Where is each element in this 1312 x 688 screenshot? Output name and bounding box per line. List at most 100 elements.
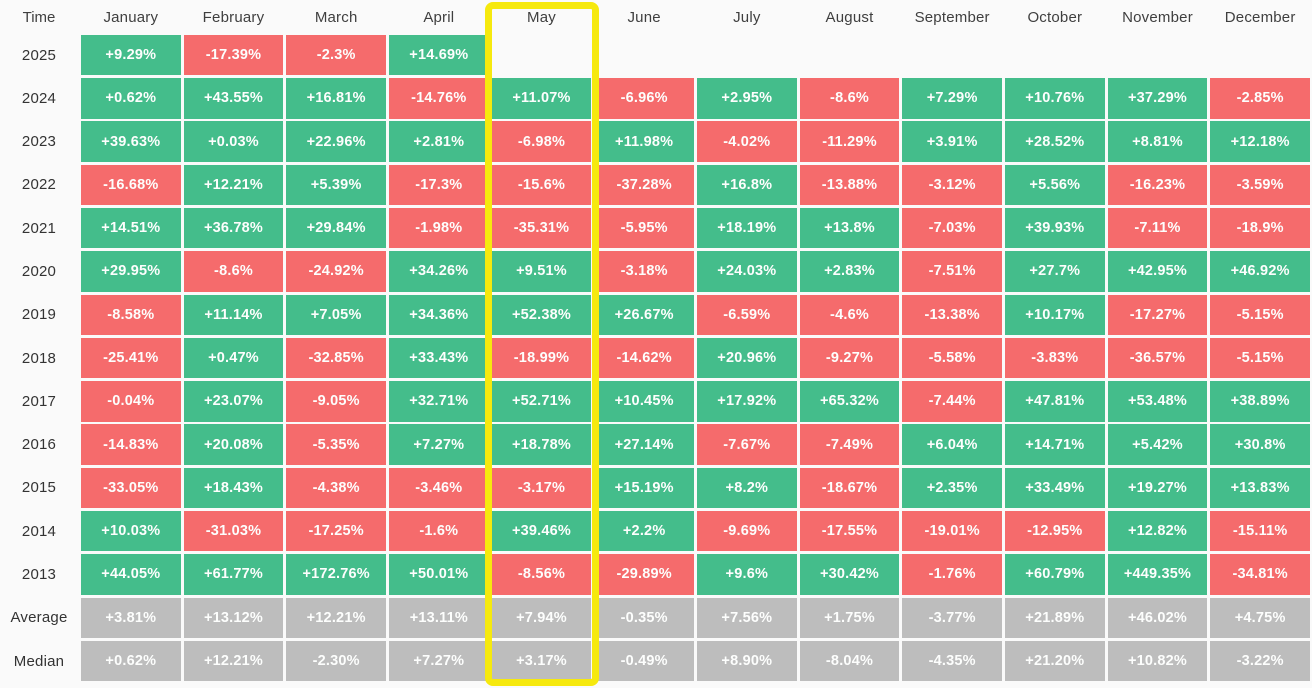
cell-2017-september: -7.44% (902, 381, 1002, 422)
cell-2016-december: +30.8% (1210, 424, 1310, 465)
row-label-2016: 2016 (21, 436, 57, 454)
cell-2019-september: -13.38% (902, 294, 1002, 335)
row-label-2023: 2023 (21, 133, 57, 151)
cell-2023-july: -4.02% (696, 121, 797, 162)
cell-median-september: -4.35% (902, 640, 1002, 682)
cell-2016-february: +20.08% (183, 424, 284, 465)
cell-2016-august: -7.49% (799, 424, 900, 465)
cell-2017-december: +38.89% (1210, 381, 1310, 422)
cell-2021-october: +39.93% (1004, 208, 1105, 249)
row-label-2018: 2018 (21, 349, 57, 367)
month-header-december: December (1224, 8, 1296, 26)
cell-2013-february: +61.77% (183, 554, 284, 595)
cell-2024-july: +2.95% (696, 78, 797, 119)
cell-median-november: +10.82% (1107, 640, 1208, 682)
cell-2020-august: +2.83% (799, 251, 900, 292)
cell-2020-june: -3.18% (594, 251, 694, 292)
cell-median-june: -0.49% (594, 640, 694, 682)
cell-2024-august: -8.6% (799, 78, 900, 119)
cell-average-september: -3.77% (902, 597, 1002, 638)
cell-2014-january: +10.03% (81, 510, 181, 552)
cell-2019-january: -8.58% (81, 294, 181, 335)
cell-2014-april: -1.6% (388, 510, 489, 552)
row-label-2019: 2019 (21, 306, 57, 324)
row-label-2014: 2014 (21, 522, 57, 540)
cell-2022-march: +5.39% (286, 164, 386, 206)
cell-2016-may: +18.78% (491, 424, 592, 465)
row-label-2017: 2017 (21, 392, 57, 410)
cell-2017-march: -9.05% (286, 381, 386, 422)
cell-2022-february: +12.21% (183, 164, 284, 206)
cell-2014-may: +39.46% (491, 510, 592, 552)
cell-2020-november: +42.95% (1107, 251, 1208, 292)
cell-median-july: +8.90% (696, 640, 797, 682)
month-header-september: September (914, 8, 990, 26)
cell-2024-november: +37.29% (1107, 78, 1208, 119)
cell-2016-january: -14.83% (81, 424, 181, 465)
row-label-2025: 2025 (21, 46, 57, 64)
cell-2017-july: +17.92% (696, 381, 797, 422)
cell-2023-october: +28.52% (1004, 121, 1105, 162)
cell-average-august: +1.75% (799, 597, 900, 638)
cell-2019-may: +52.38% (491, 294, 592, 335)
cell-2021-march: +29.84% (286, 208, 386, 249)
cell-2025-june (594, 35, 694, 75)
cell-2023-june: +11.98% (594, 121, 694, 162)
cell-2019-october: +10.17% (1004, 294, 1105, 335)
cell-2013-august: +30.42% (799, 554, 900, 595)
cell-median-december: -3.22% (1210, 640, 1310, 682)
row-label-median: Median (13, 652, 65, 670)
cell-2020-october: +27.7% (1004, 251, 1105, 292)
cell-2022-april: -17.3% (388, 164, 489, 206)
cell-2018-december: -5.15% (1210, 337, 1310, 379)
cell-2019-june: +26.67% (594, 294, 694, 335)
cell-median-march: -2.30% (286, 640, 386, 682)
cell-2025-july (697, 35, 797, 75)
cell-2019-july: -6.59% (696, 294, 797, 335)
cell-2016-september: +6.04% (902, 424, 1002, 465)
cell-2017-january: -0.04% (81, 381, 181, 422)
cell-2015-february: +18.43% (183, 467, 284, 509)
cell-2024-april: -14.76% (388, 78, 489, 119)
cell-2024-october: +10.76% (1004, 78, 1105, 119)
cell-median-february: +12.21% (183, 640, 284, 682)
cell-2021-april: -1.98% (388, 208, 489, 249)
cell-2025-february: -17.39% (183, 34, 284, 76)
cell-2013-march: +172.76% (286, 554, 386, 595)
cell-2014-december: -15.11% (1210, 510, 1310, 552)
cell-2015-april: -3.46% (388, 467, 489, 509)
cell-2019-november: -17.27% (1107, 294, 1208, 335)
cell-2014-november: +12.82% (1107, 510, 1208, 552)
row-label-2021: 2021 (21, 219, 57, 237)
cell-2017-february: +23.07% (183, 381, 284, 422)
cell-2023-september: +3.91% (902, 121, 1002, 162)
cell-2022-september: -3.12% (902, 164, 1002, 206)
cell-2019-march: +7.05% (286, 294, 386, 335)
cell-median-january: +0.62% (81, 640, 181, 682)
cell-2017-may: +52.71% (491, 381, 592, 422)
month-header-june: June (627, 8, 661, 26)
cell-2013-october: +60.79% (1004, 554, 1105, 595)
cell-2022-june: -37.28% (594, 164, 694, 206)
cell-2023-may: -6.98% (491, 121, 592, 162)
cell-2021-december: -18.9% (1210, 208, 1310, 249)
cell-2014-february: -31.03% (183, 510, 284, 552)
cell-2024-december: -2.85% (1210, 78, 1310, 119)
cell-2016-june: +27.14% (594, 424, 694, 465)
cell-2020-january: +29.95% (81, 251, 181, 292)
cell-2017-april: +32.71% (388, 381, 489, 422)
cell-2018-may: -18.99% (491, 337, 592, 379)
cell-2023-april: +2.81% (388, 121, 489, 162)
row-label-average: Average (10, 609, 68, 627)
cell-2024-february: +43.55% (183, 78, 284, 119)
cell-median-april: +7.27% (388, 640, 489, 682)
cell-2014-september: -19.01% (902, 510, 1002, 552)
cell-2023-december: +12.18% (1210, 121, 1310, 162)
cell-2013-may: -8.56% (491, 554, 592, 595)
cell-2025-march: -2.3% (286, 34, 386, 76)
cell-2020-may: +9.51% (491, 251, 592, 292)
cell-2021-november: -7.11% (1107, 208, 1208, 249)
cell-2022-august: -13.88% (799, 164, 900, 206)
cell-2018-april: +33.43% (388, 337, 489, 379)
